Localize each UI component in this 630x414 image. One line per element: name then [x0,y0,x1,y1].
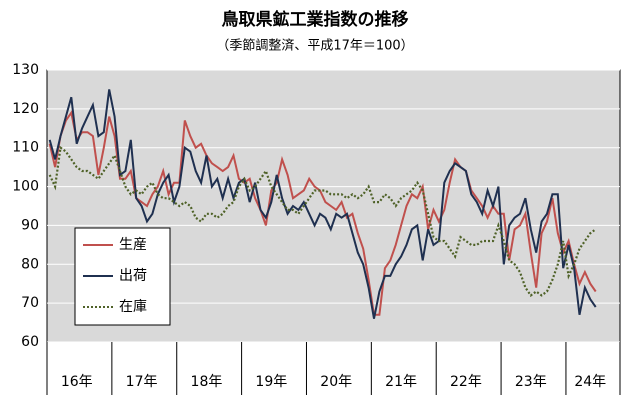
chart-title: 鳥取県鉱工業指数の推移 [222,9,409,30]
y-tick-label: 90 [21,217,39,233]
x-tick-label: 16年 [61,374,93,390]
x-tick-label: 21年 [385,374,417,390]
x-tick-label: 20年 [320,374,352,390]
y-tick-label: 120 [12,101,39,117]
y-tick-label: 110 [12,140,39,156]
y-tick-label: 100 [12,179,39,195]
x-tick-label: 19年 [255,374,287,390]
series-line [48,145,597,297]
legend-label: 生産 [119,237,147,253]
y-tick-label: 130 [12,62,39,78]
y-tick-label: 80 [21,256,39,272]
chart-subtitle: （季節調整済、平成17年＝100） [216,38,413,54]
legend-label: 出荷 [119,268,147,284]
series-line [48,110,597,316]
x-tick-label: 23年 [515,374,547,390]
x-tick-label: 18年 [191,374,223,390]
y-tick-label: 60 [21,334,39,350]
x-tick-label: 17年 [126,374,158,390]
x-tick-label: 24年 [574,374,606,390]
legend-label: 在庫 [119,298,147,315]
y-tick-label: 70 [21,295,39,311]
series-line [48,89,597,319]
x-tick-label: 22年 [450,374,482,390]
